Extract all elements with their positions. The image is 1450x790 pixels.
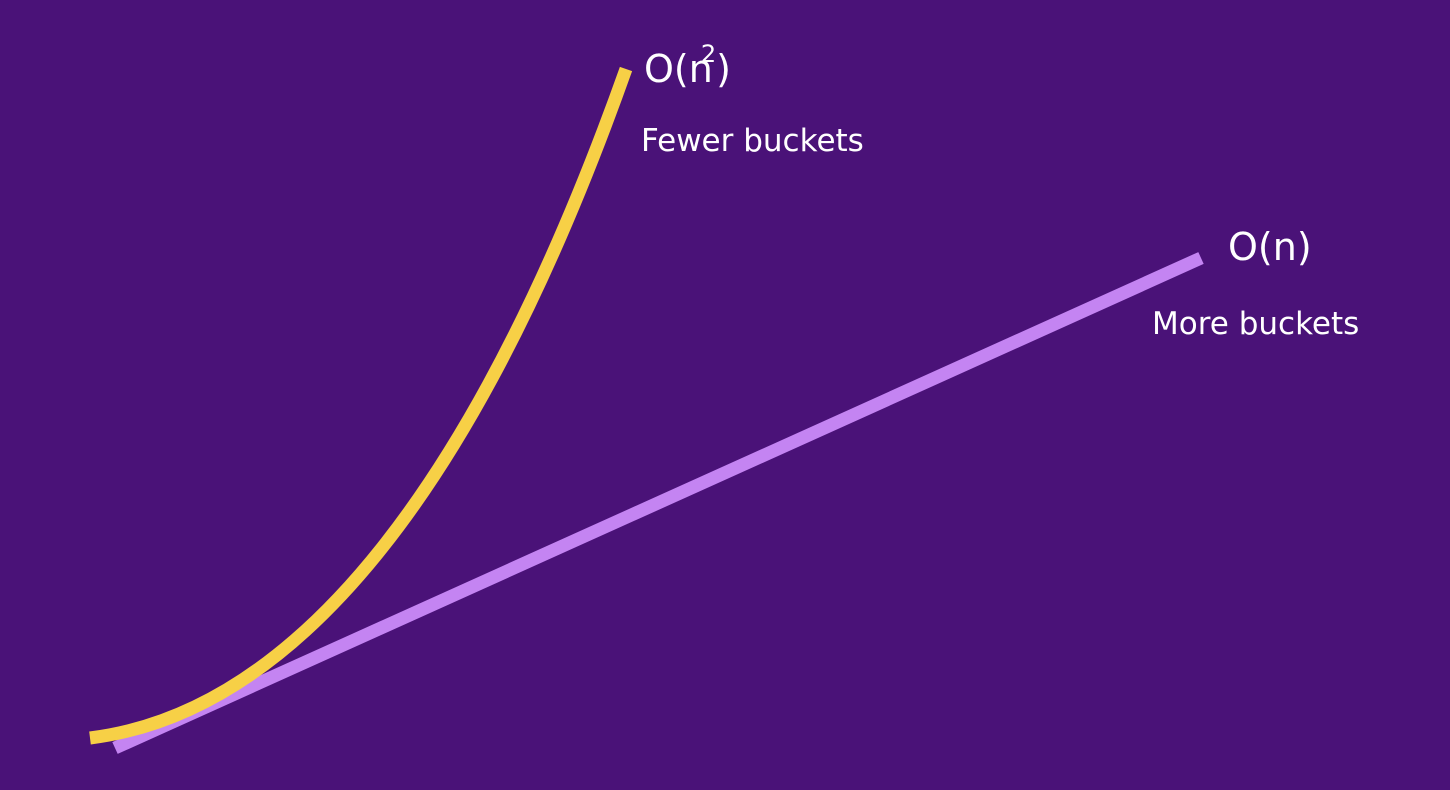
linear-series-caption: More buckets	[1152, 306, 1360, 342]
quadratic-growth-curve	[89, 66, 633, 745]
series-layer	[89, 66, 1204, 754]
linear-series-label: O(n)	[1228, 225, 1312, 269]
quadratic-series-label: O(n2)	[644, 42, 731, 91]
linear-growth-line	[112, 252, 1204, 754]
quadratic-series-caption: Fewer buckets	[641, 123, 864, 159]
quadratic-label-close: )	[716, 47, 731, 91]
quadratic-label-base: O(n	[644, 47, 713, 91]
quadratic-label-exponent: 2	[700, 40, 717, 68]
